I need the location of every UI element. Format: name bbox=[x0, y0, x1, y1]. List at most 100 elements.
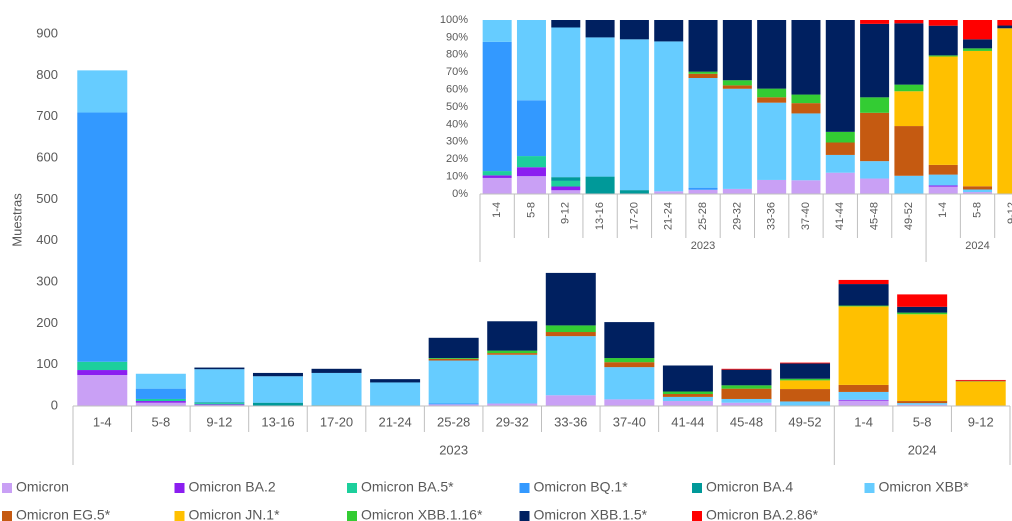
bar-segment bbox=[897, 314, 948, 402]
bar-segment bbox=[604, 358, 655, 363]
bar-segment bbox=[838, 391, 889, 400]
bar-segment bbox=[780, 380, 831, 390]
group-label: 2023 bbox=[691, 240, 715, 252]
x-tick-label: 25-28 bbox=[437, 414, 470, 429]
bar-segment bbox=[516, 20, 546, 101]
bar-segment bbox=[963, 192, 993, 194]
legend-label: Omicron XBB.1.16* bbox=[361, 507, 483, 521]
bar-segment bbox=[482, 177, 512, 194]
bar-segment bbox=[545, 395, 596, 406]
x-tick-label: 17-20 bbox=[320, 414, 353, 429]
bar-segment bbox=[77, 361, 128, 371]
bar-segment bbox=[77, 112, 128, 362]
bar-segment bbox=[516, 100, 546, 157]
bar-segment bbox=[963, 186, 993, 190]
bar-segment bbox=[722, 85, 752, 89]
x-tick-label: 45-48 bbox=[730, 414, 763, 429]
x-tick-label: 29-32 bbox=[731, 202, 743, 230]
y-tick-label: 10% bbox=[446, 171, 468, 183]
legend-label: Omicron BA.4 bbox=[706, 479, 793, 495]
legend-label: Omicron XBB.1.5* bbox=[534, 507, 648, 521]
bar-segment bbox=[825, 142, 855, 155]
bar-segment bbox=[757, 102, 787, 180]
y-tick-label: 900 bbox=[36, 25, 58, 40]
bar-segment bbox=[545, 272, 596, 326]
bar-segment bbox=[545, 332, 596, 337]
x-tick-label: 9-12 bbox=[560, 202, 572, 224]
bar-segment bbox=[551, 27, 581, 178]
bar-segment bbox=[585, 37, 615, 177]
bar-segment bbox=[619, 190, 649, 194]
bar-segment bbox=[721, 369, 772, 386]
x-tick-label: 17-20 bbox=[628, 202, 640, 230]
bar-segment bbox=[585, 20, 615, 38]
bar-segment bbox=[825, 172, 855, 194]
legend-swatch bbox=[864, 483, 875, 493]
group-label: 2024 bbox=[908, 442, 937, 457]
bar-segment bbox=[928, 56, 958, 165]
bar-segment bbox=[135, 388, 186, 399]
y-tick-label: 90% bbox=[446, 31, 468, 43]
bar-segment bbox=[487, 350, 538, 354]
legend-label: Omicron BA.5* bbox=[361, 479, 454, 495]
bar-segment bbox=[997, 28, 1012, 194]
legend-label: Omicron BQ.1* bbox=[534, 479, 629, 495]
legend-label: Omicron EG.5* bbox=[16, 507, 111, 521]
bar-segment bbox=[955, 379, 1006, 381]
legend-swatch bbox=[519, 511, 530, 521]
bar-segment bbox=[604, 322, 655, 359]
x-tick-label: 5-8 bbox=[913, 414, 932, 429]
x-tick-label: 5-8 bbox=[525, 202, 537, 218]
bar-segment bbox=[370, 382, 421, 406]
y-tick-label: 20% bbox=[446, 153, 468, 165]
bar-segment bbox=[897, 404, 948, 406]
bar-segment bbox=[194, 404, 245, 406]
bar-segment bbox=[721, 368, 772, 370]
y-tick-label: 80% bbox=[446, 49, 468, 61]
bar-segment bbox=[619, 39, 649, 191]
x-tick-label: 45-48 bbox=[869, 202, 881, 230]
bar-segment bbox=[194, 403, 245, 405]
legend-swatch bbox=[692, 511, 702, 521]
legend-swatch bbox=[347, 511, 357, 521]
bar-segment bbox=[482, 171, 512, 176]
bar-segment bbox=[516, 156, 546, 168]
legend-swatch bbox=[347, 483, 357, 493]
bar-segment bbox=[252, 376, 303, 403]
bar-segment bbox=[894, 126, 924, 176]
legend-label: Omicron JN.1* bbox=[189, 507, 281, 521]
y-tick-label: 0% bbox=[452, 188, 468, 200]
bar-segment bbox=[487, 403, 538, 406]
y-tick-label: 50% bbox=[446, 101, 468, 113]
bar-segment bbox=[516, 176, 546, 194]
bar-segment bbox=[838, 284, 889, 306]
bar-segment bbox=[662, 365, 713, 392]
legend-label: Omicron BA.2 bbox=[189, 479, 276, 495]
legend-label: Omicron bbox=[16, 479, 69, 495]
legend-label: Omicron BA.2.86* bbox=[706, 507, 819, 521]
x-tick-label: 29-32 bbox=[496, 414, 529, 429]
bar-segment bbox=[791, 113, 821, 181]
y-tick-label: 0 bbox=[51, 397, 58, 412]
legend-swatch bbox=[174, 511, 185, 521]
bar-segment bbox=[482, 175, 512, 178]
bar-segment bbox=[135, 401, 186, 403]
bar-segment bbox=[791, 20, 821, 95]
bar-segment bbox=[688, 20, 718, 72]
bar-segment bbox=[482, 41, 512, 172]
x-tick-label: 49-52 bbox=[788, 414, 821, 429]
bar-segment bbox=[838, 305, 889, 307]
bar-segment bbox=[963, 189, 993, 193]
bar-segment bbox=[487, 353, 538, 355]
bar-segment bbox=[551, 186, 581, 191]
bar-segment bbox=[780, 362, 831, 364]
bar-segment bbox=[585, 176, 615, 194]
group-label: 2024 bbox=[965, 240, 989, 252]
bar-segment bbox=[791, 94, 821, 104]
bar-segment bbox=[654, 191, 684, 194]
bar-segment bbox=[860, 112, 890, 162]
bar-segment bbox=[551, 177, 581, 181]
y-tick-label: 600 bbox=[36, 149, 58, 164]
x-tick-label: 37-40 bbox=[613, 414, 646, 429]
